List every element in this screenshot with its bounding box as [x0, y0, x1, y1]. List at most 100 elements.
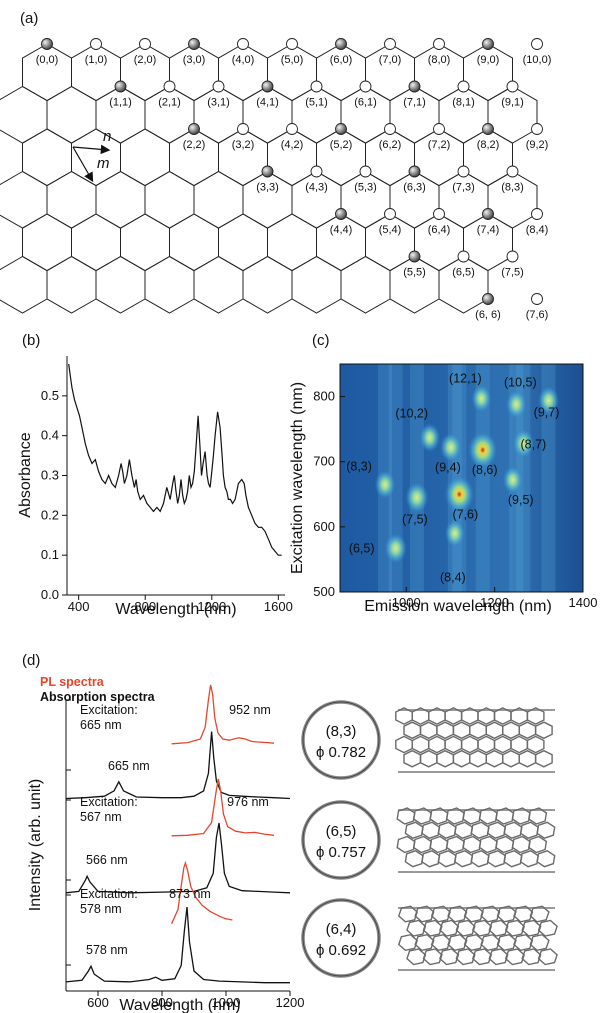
d-y-axis-label: Intensity (arb. unit) [27, 779, 44, 912]
metallic-site-marker [482, 208, 494, 220]
carbon-ring [503, 850, 523, 868]
c-y-tick-label: 500 [313, 584, 335, 599]
carbon-ring [471, 948, 493, 966]
pl-spectrum-curve [171, 860, 233, 925]
hexagon-cell [242, 85, 293, 144]
chirality-index-label: (3,3) [256, 182, 279, 194]
carbon-ring [469, 749, 487, 768]
hexagon-cell [414, 128, 464, 187]
hexagon-cell [71, 43, 121, 102]
carbon-ring [445, 835, 465, 854]
absorbance-curve [68, 363, 282, 556]
excitation-label: Excitation: [80, 703, 138, 717]
nanotube-side-view [395, 707, 555, 773]
hexagon-cell [46, 170, 97, 229]
b-y-tick-label: 0.2 [41, 507, 59, 522]
pl-spot [505, 389, 527, 419]
carbon-ring [518, 749, 537, 768]
chirality-index-label: (7,2) [428, 139, 451, 151]
carbon-ring [460, 735, 479, 754]
hexagon-cell [438, 85, 489, 144]
chirality-index-label: (3,0) [183, 54, 206, 66]
semiconducting-site-marker [531, 293, 543, 305]
hexagon-cell [267, 128, 317, 187]
panel-label-c: (c) [312, 332, 330, 349]
carbon-ring [493, 735, 512, 754]
b-y-tick-label: 0.4 [41, 428, 59, 443]
metallic-site-marker [408, 165, 421, 178]
pl-spectrum-curve [171, 778, 275, 837]
chirality-spot-label: (10,2) [395, 407, 428, 421]
semiconducting-site-marker [139, 38, 151, 50]
b-y-tick-label: 0.1 [41, 547, 59, 562]
carbon-ring [504, 948, 526, 966]
carbon-ring [412, 835, 433, 854]
carbon-ring [529, 933, 550, 952]
chirality-spot-label: (7,6) [452, 507, 478, 521]
d-x-tick-label: 1000 [212, 995, 241, 1010]
carbon-ring [528, 807, 548, 825]
chirality-index-label: (6,5) [452, 267, 475, 279]
nanotube-side-view [396, 807, 556, 873]
tube-quantum-yield-label: ϕ 0.782 [316, 744, 366, 761]
chirality-index-label: (2,1) [158, 97, 181, 109]
excitation-wavelength-label: 578 nm [80, 902, 122, 916]
metallic-site-marker [482, 38, 494, 50]
chirality-index-label: (5,0) [281, 54, 304, 66]
hexagon-cell [438, 170, 489, 229]
chirality-index-label: (7,5) [501, 267, 524, 279]
hexagon-cell [438, 255, 489, 314]
chirality-index-label: (6,3) [403, 182, 426, 194]
pl-spot [467, 430, 498, 469]
semiconducting-site-marker [384, 208, 396, 220]
hexagon-cell [487, 170, 538, 229]
vector-n-label: n [103, 128, 111, 145]
chiral-vector-m-arrow [72, 146, 94, 183]
hexagon-cell [389, 85, 440, 144]
carbon-ring [470, 821, 490, 839]
carbon-ring [537, 919, 558, 937]
hexagon-cell [291, 170, 342, 229]
chirality-spot-label: (9,7) [534, 405, 560, 419]
b-x-tick-label: 400 [68, 599, 90, 614]
tube-quantum-yield-label: ϕ 0.692 [316, 942, 366, 959]
d-x-tick-label: 1200 [276, 995, 305, 1010]
legend-pl: PL spectra [40, 675, 105, 689]
chirality-spot-label: (8,7) [521, 437, 547, 451]
absorption-peak-label: 665 nm [108, 759, 150, 773]
chirality-index-label: (2,2) [183, 139, 206, 151]
hexagon-cell [193, 170, 244, 229]
pl-spot [405, 481, 429, 514]
chirality-index-label: (1,1) [109, 97, 132, 109]
legend-absorption: Absorption spectra [40, 690, 156, 704]
b-y-axis-label: Absorbance [17, 432, 34, 517]
chirality-index-label: (4,0) [232, 54, 255, 66]
b-ticks: 400 800 1200 1600 0.0 0.1 0.2 0.3 0.4 0.5 [41, 388, 293, 614]
d-curves [65, 684, 291, 984]
tube-chirality-label: (6,5) [326, 823, 357, 840]
chirality-index-label: (1,0) [85, 54, 108, 66]
carbon-ring [478, 835, 498, 854]
nanotube-cross-section-outline [302, 701, 380, 779]
metallic-site-marker [335, 38, 347, 50]
tube-chirality-label: (8,3) [326, 723, 357, 740]
carbon-ring [536, 850, 556, 868]
carbon-ring [397, 933, 419, 952]
metallic-site-marker [114, 80, 127, 93]
carbon-ring [436, 749, 455, 768]
carbon-ring [519, 821, 539, 839]
carbon-ring [439, 948, 460, 966]
c-y-tick-label: 600 [313, 519, 335, 534]
pl-peak-label: 976 nm [227, 795, 269, 809]
c-y-tick-label: 800 [313, 389, 335, 404]
carbon-ring [437, 821, 457, 839]
hexagon-cell [95, 170, 146, 229]
metallic-site-marker [188, 123, 200, 135]
carbon-ring [485, 721, 504, 740]
pl-spot [537, 385, 560, 416]
pl-map-chart: 1000 1200 1400 500 600 700 800 Emission wavele… [289, 363, 597, 615]
panel-label-b: (b) [22, 332, 40, 349]
d-ticks: 600 800 1000 1200 [66, 699, 305, 1010]
semiconducting-site-marker [433, 208, 445, 220]
chirality-index-label: (7,4) [477, 224, 500, 236]
